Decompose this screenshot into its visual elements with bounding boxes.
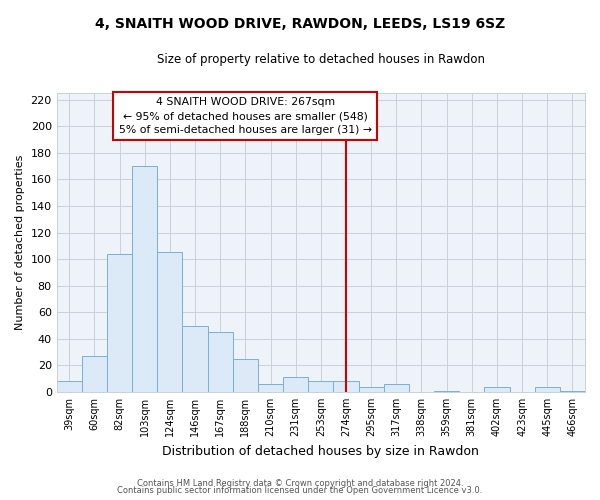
Y-axis label: Number of detached properties: Number of detached properties xyxy=(15,155,25,330)
Bar xyxy=(434,390,459,392)
Bar xyxy=(208,332,233,392)
Text: 4, SNAITH WOOD DRIVE, RAWDON, LEEDS, LS19 6SZ: 4, SNAITH WOOD DRIVE, RAWDON, LEEDS, LS1… xyxy=(95,18,505,32)
Text: Contains public sector information licensed under the Open Government Licence v3: Contains public sector information licen… xyxy=(118,486,482,495)
Text: 4 SNAITH WOOD DRIVE: 267sqm
← 95% of detached houses are smaller (548)
5% of sem: 4 SNAITH WOOD DRIVE: 267sqm ← 95% of det… xyxy=(119,97,372,135)
Title: Size of property relative to detached houses in Rawdon: Size of property relative to detached ho… xyxy=(157,52,485,66)
Bar xyxy=(283,378,308,392)
Bar xyxy=(258,384,283,392)
Bar xyxy=(308,382,334,392)
Bar xyxy=(384,384,409,392)
Bar xyxy=(182,326,208,392)
Bar xyxy=(82,356,107,392)
Bar xyxy=(359,386,384,392)
Bar xyxy=(56,382,82,392)
Text: Contains HM Land Registry data © Crown copyright and database right 2024.: Contains HM Land Registry data © Crown c… xyxy=(137,478,463,488)
X-axis label: Distribution of detached houses by size in Rawdon: Distribution of detached houses by size … xyxy=(163,444,479,458)
Bar xyxy=(334,382,359,392)
Bar xyxy=(107,254,132,392)
Bar xyxy=(157,252,182,392)
Bar xyxy=(132,166,157,392)
Bar xyxy=(484,386,509,392)
Bar xyxy=(535,386,560,392)
Bar xyxy=(560,390,585,392)
Bar xyxy=(233,358,258,392)
